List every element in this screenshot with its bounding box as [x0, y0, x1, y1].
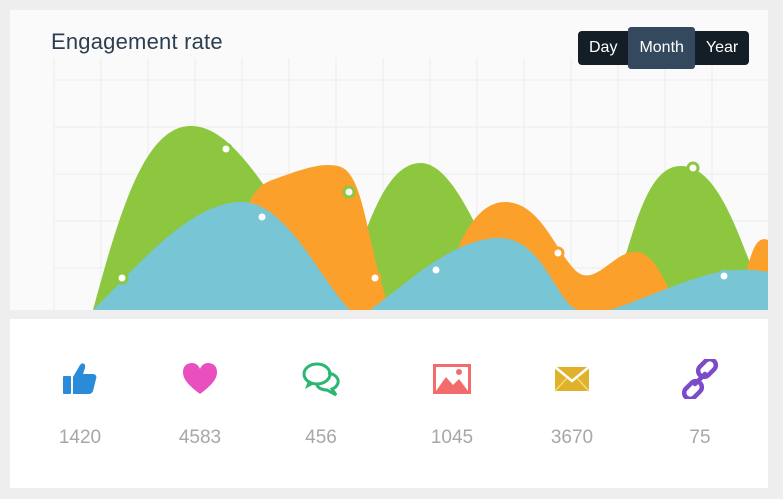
stat-images-value: 1045 [430, 427, 474, 448]
period-day-button[interactable]: Day [589, 39, 618, 56]
chart-title: Engagement rate [51, 29, 223, 54]
series-blue-area [93, 201, 768, 310]
series-orange-area [235, 164, 768, 310]
data-point-marker[interactable] [115, 271, 129, 285]
stat-links-value: 75 [689, 427, 711, 448]
engagement-chart-card: Engagement rate Day Month Year [10, 10, 768, 310]
data-point-marker[interactable] [342, 185, 356, 199]
data-point-marker[interactable] [686, 161, 700, 175]
image-icon [433, 364, 471, 394]
chat-bubbles-icon [302, 362, 340, 397]
data-point-marker[interactable] [429, 263, 443, 277]
link-icon [681, 359, 719, 399]
stat-links: 75 [640, 319, 760, 488]
thumbs-up-icon [63, 363, 97, 394]
data-point-marker[interactable] [255, 210, 269, 224]
data-point-marker[interactable] [551, 246, 565, 260]
period-toggle-group: Day Month Year [578, 27, 750, 69]
engagement-chart [53, 58, 768, 310]
data-point-marker[interactable] [219, 142, 233, 156]
stat-loves-value: 4583 [178, 427, 222, 448]
stat-images: 1045 [392, 319, 512, 488]
period-month-button[interactable]: Month [628, 27, 695, 69]
period-year-button[interactable]: Year [705, 39, 739, 56]
chart-data-points [115, 142, 731, 285]
stat-likes-value: 1420 [58, 427, 102, 448]
data-point-marker[interactable] [368, 271, 382, 285]
stat-loves: 4583 [140, 319, 260, 488]
data-point-marker[interactable] [717, 269, 731, 283]
stat-comments: 456 [261, 319, 381, 488]
envelope-icon [554, 366, 590, 392]
engagement-stats-card: 1420 4583 456 1045 3670 [10, 319, 768, 488]
stat-messages: 3670 [512, 319, 632, 488]
stat-messages-value: 3670 [550, 427, 594, 448]
stat-likes: 1420 [20, 319, 140, 488]
stat-comments-value: 456 [305, 427, 337, 448]
heart-icon [183, 363, 217, 394]
